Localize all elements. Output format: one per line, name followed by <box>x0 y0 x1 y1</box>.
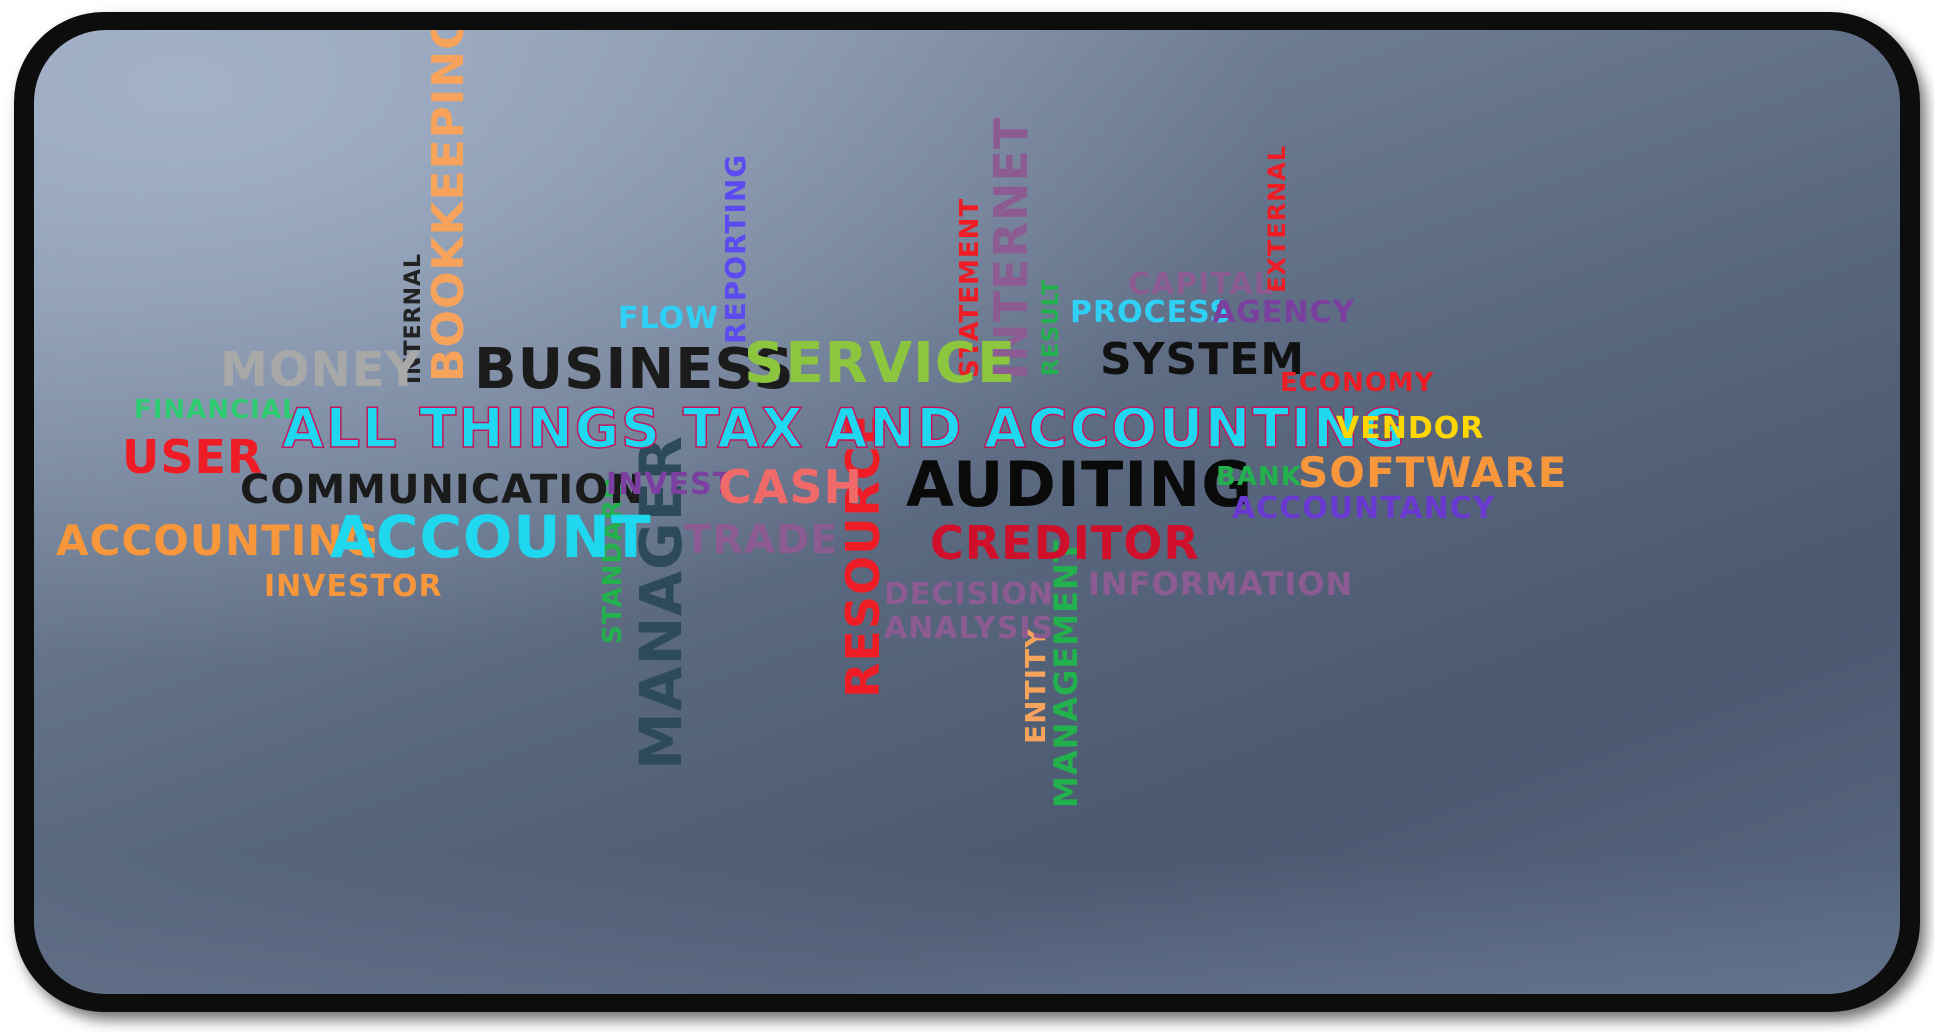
word-user: USER <box>122 430 264 484</box>
word-auditing: AUDITING <box>906 448 1254 521</box>
word-invest: INVEST <box>606 467 735 502</box>
headline: ALL THINGS TAX AND ACCOUNTING <box>281 397 1407 460</box>
word-cash: CASH <box>718 460 863 514</box>
word-software: SOFTWARE <box>1298 448 1568 497</box>
word-account: ACCOUNT <box>330 503 652 571</box>
word-capital: CAPITAL <box>1128 267 1274 302</box>
word-trade: TRADE <box>684 517 839 563</box>
word-financial: FINANCIAL <box>134 395 300 425</box>
word-bank: BANK <box>1216 462 1302 492</box>
word-creditor: CREDITOR <box>930 516 1200 570</box>
word-system: SYSTEM <box>1100 334 1306 385</box>
word-information: INFORMATION <box>1088 565 1354 603</box>
frame-border: BOOKKEEPING INTERNAL REPORTING STATEMENT… <box>14 12 1920 1012</box>
word-investor: INVESTOR <box>264 569 443 604</box>
word-management: MANAGEMENT <box>1047 539 1085 808</box>
word-service: SERVICE <box>744 331 1017 396</box>
word-process: PROCESS <box>1070 295 1232 330</box>
word-accountancy: ACCOUNTANCY <box>1232 491 1496 526</box>
word-money: MONEY <box>220 342 422 398</box>
word-flow: FLOW <box>618 301 720 336</box>
word-reporting: REPORTING <box>719 153 752 344</box>
word-communication: COMMUNICATION <box>240 467 644 513</box>
word-analysis: ANALYSIS <box>884 611 1055 646</box>
word-result: RESULT <box>1039 278 1064 376</box>
word-cloud-panel: BOOKKEEPING INTERNAL REPORTING STATEMENT… <box>34 30 1900 994</box>
word-vendor: VENDOR <box>1336 411 1485 446</box>
word-decision: DECISION <box>884 577 1054 612</box>
word-business: BUSINESS <box>474 337 795 402</box>
word-agency: AGENCY <box>1212 295 1356 330</box>
word-bookkeeping: BOOKKEEPING <box>423 30 474 382</box>
word-accounting: ACCOUNTING <box>56 516 380 565</box>
word-economy: ECONOMY <box>1280 368 1435 398</box>
